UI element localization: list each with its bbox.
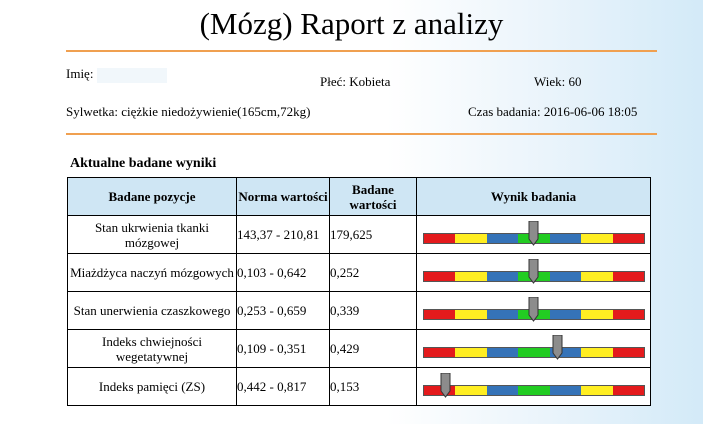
header-divider [66,50,657,52]
scale-segment [486,272,519,281]
scale-segment [581,310,613,319]
scale-segment [612,348,644,357]
norm-cell: 143,37 - 210,81 [236,215,330,254]
exam-time-field: Czas badania: 2016-06-06 18:05 [468,104,637,120]
header-result: Wynik badania [416,177,651,216]
result-marker-icon [528,297,539,322]
table-row: Indeks chwiejności wegetatywnej 0,109 - 0… [67,329,651,368]
scale-segment [424,348,456,357]
scale-segment [612,272,644,281]
sex-field: Płeć: Kobieta [320,74,390,90]
norm-cell: 0,253 - 0,659 [236,291,330,330]
position-cell: Indeks pamięci (ZS) [67,367,237,406]
result-cell [416,367,651,406]
scale-segment [455,348,487,357]
result-scale-bar [423,347,645,358]
scale-segment [581,386,613,395]
result-marker-icon [552,335,563,360]
results-table: Badane pozycje Norma wartości Badane war… [67,177,651,406]
scale-segment [424,386,456,395]
age-value: 60 [568,74,582,89]
info-divider [66,133,657,135]
position-cell: Indeks chwiejności wegetatywnej [67,329,237,368]
header-norm: Norma wartości [236,177,330,216]
scale-segment [612,386,644,395]
scale-segment [424,310,456,319]
figure-label: Sylwetka: [66,104,118,119]
result-marker-icon [528,221,539,246]
scale-segment [581,272,613,281]
value-cell: 0,339 [329,291,417,330]
result-cell [416,291,651,330]
scale-segment [455,234,487,243]
table-header-row: Badane pozycje Norma wartości Badane war… [67,177,651,216]
section-title: Aktualne badane wyniki [70,156,217,171]
scale-segment [549,348,582,357]
scale-segment [424,234,456,243]
result-scale-bar [423,385,645,396]
table-row: Miażdżyca naczyń mózgowych 0,103 - 0,642 0… [67,253,651,292]
scale-segment [612,234,644,243]
name-label: Imię: [66,66,94,81]
norm-cell: 0,109 - 0,351 [236,329,330,368]
position-cell: Stan ukrwienia tkanki mózgowej [67,215,237,254]
norm-cell: 0,103 - 0,642 [236,253,330,292]
scale-segment [581,348,613,357]
position-cell: Stan unerwienia czaszkowego [67,291,237,330]
scale-segment [549,272,582,281]
position-cell: Miażdżyca naczyń mózgowych [67,253,237,292]
value-cell: 0,252 [329,253,417,292]
header-value: Badane wartości [329,177,417,216]
header-position: Badane pozycje [67,177,237,216]
scale-segment [518,348,550,357]
scale-segment [549,234,582,243]
name-field: Imię: [66,66,168,83]
sex-label: Płeć: [320,74,346,89]
result-cell [416,329,651,368]
table-row: Indeks pamięci (ZS) 0,442 - 0,817 0,153 [67,367,651,406]
scale-segment [486,310,519,319]
sex-value: Kobieta [349,74,391,89]
scale-segment [455,272,487,281]
result-marker-icon [528,259,539,284]
scale-segment [486,234,519,243]
figure-field: Sylwetka: ciężkie niedożywienie(165cm,72… [66,104,310,120]
value-cell: 0,153 [329,367,417,406]
scale-segment [612,310,644,319]
result-cell [416,253,651,292]
exam-time-value: 2016-06-06 18:05 [543,104,638,119]
scale-segment [455,386,487,395]
scale-segment [581,234,613,243]
result-cell [416,215,651,254]
exam-time-label: Czas badania: [468,104,541,119]
norm-cell: 0,442 - 0,817 [236,367,330,406]
scale-segment [549,310,582,319]
name-value [97,67,168,83]
age-label: Wiek: [534,74,566,89]
value-cell: 179,625 [329,215,417,254]
scale-segment [549,386,582,395]
scale-segment [486,348,519,357]
figure-value: ciężkie niedożywienie(165cm,72kg) [121,104,311,119]
value-cell: 0,429 [329,329,417,368]
age-field: Wiek: 60 [534,74,582,90]
report-title: (Mózg) Raport z analizy [199,6,504,41]
scale-segment [518,386,550,395]
result-marker-icon [440,373,451,398]
table-row: Stan unerwienia czaszkowego 0,253 - 0,659… [67,291,651,330]
scale-segment [455,310,487,319]
scale-segment [486,386,519,395]
scale-segment [424,272,456,281]
table-row: Stan ukrwienia tkanki mózgowej 143,37 - 2… [67,215,651,254]
